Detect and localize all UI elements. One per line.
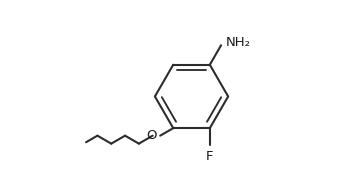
Text: F: F bbox=[206, 150, 214, 163]
Text: O: O bbox=[146, 129, 156, 142]
Text: NH₂: NH₂ bbox=[226, 36, 251, 49]
